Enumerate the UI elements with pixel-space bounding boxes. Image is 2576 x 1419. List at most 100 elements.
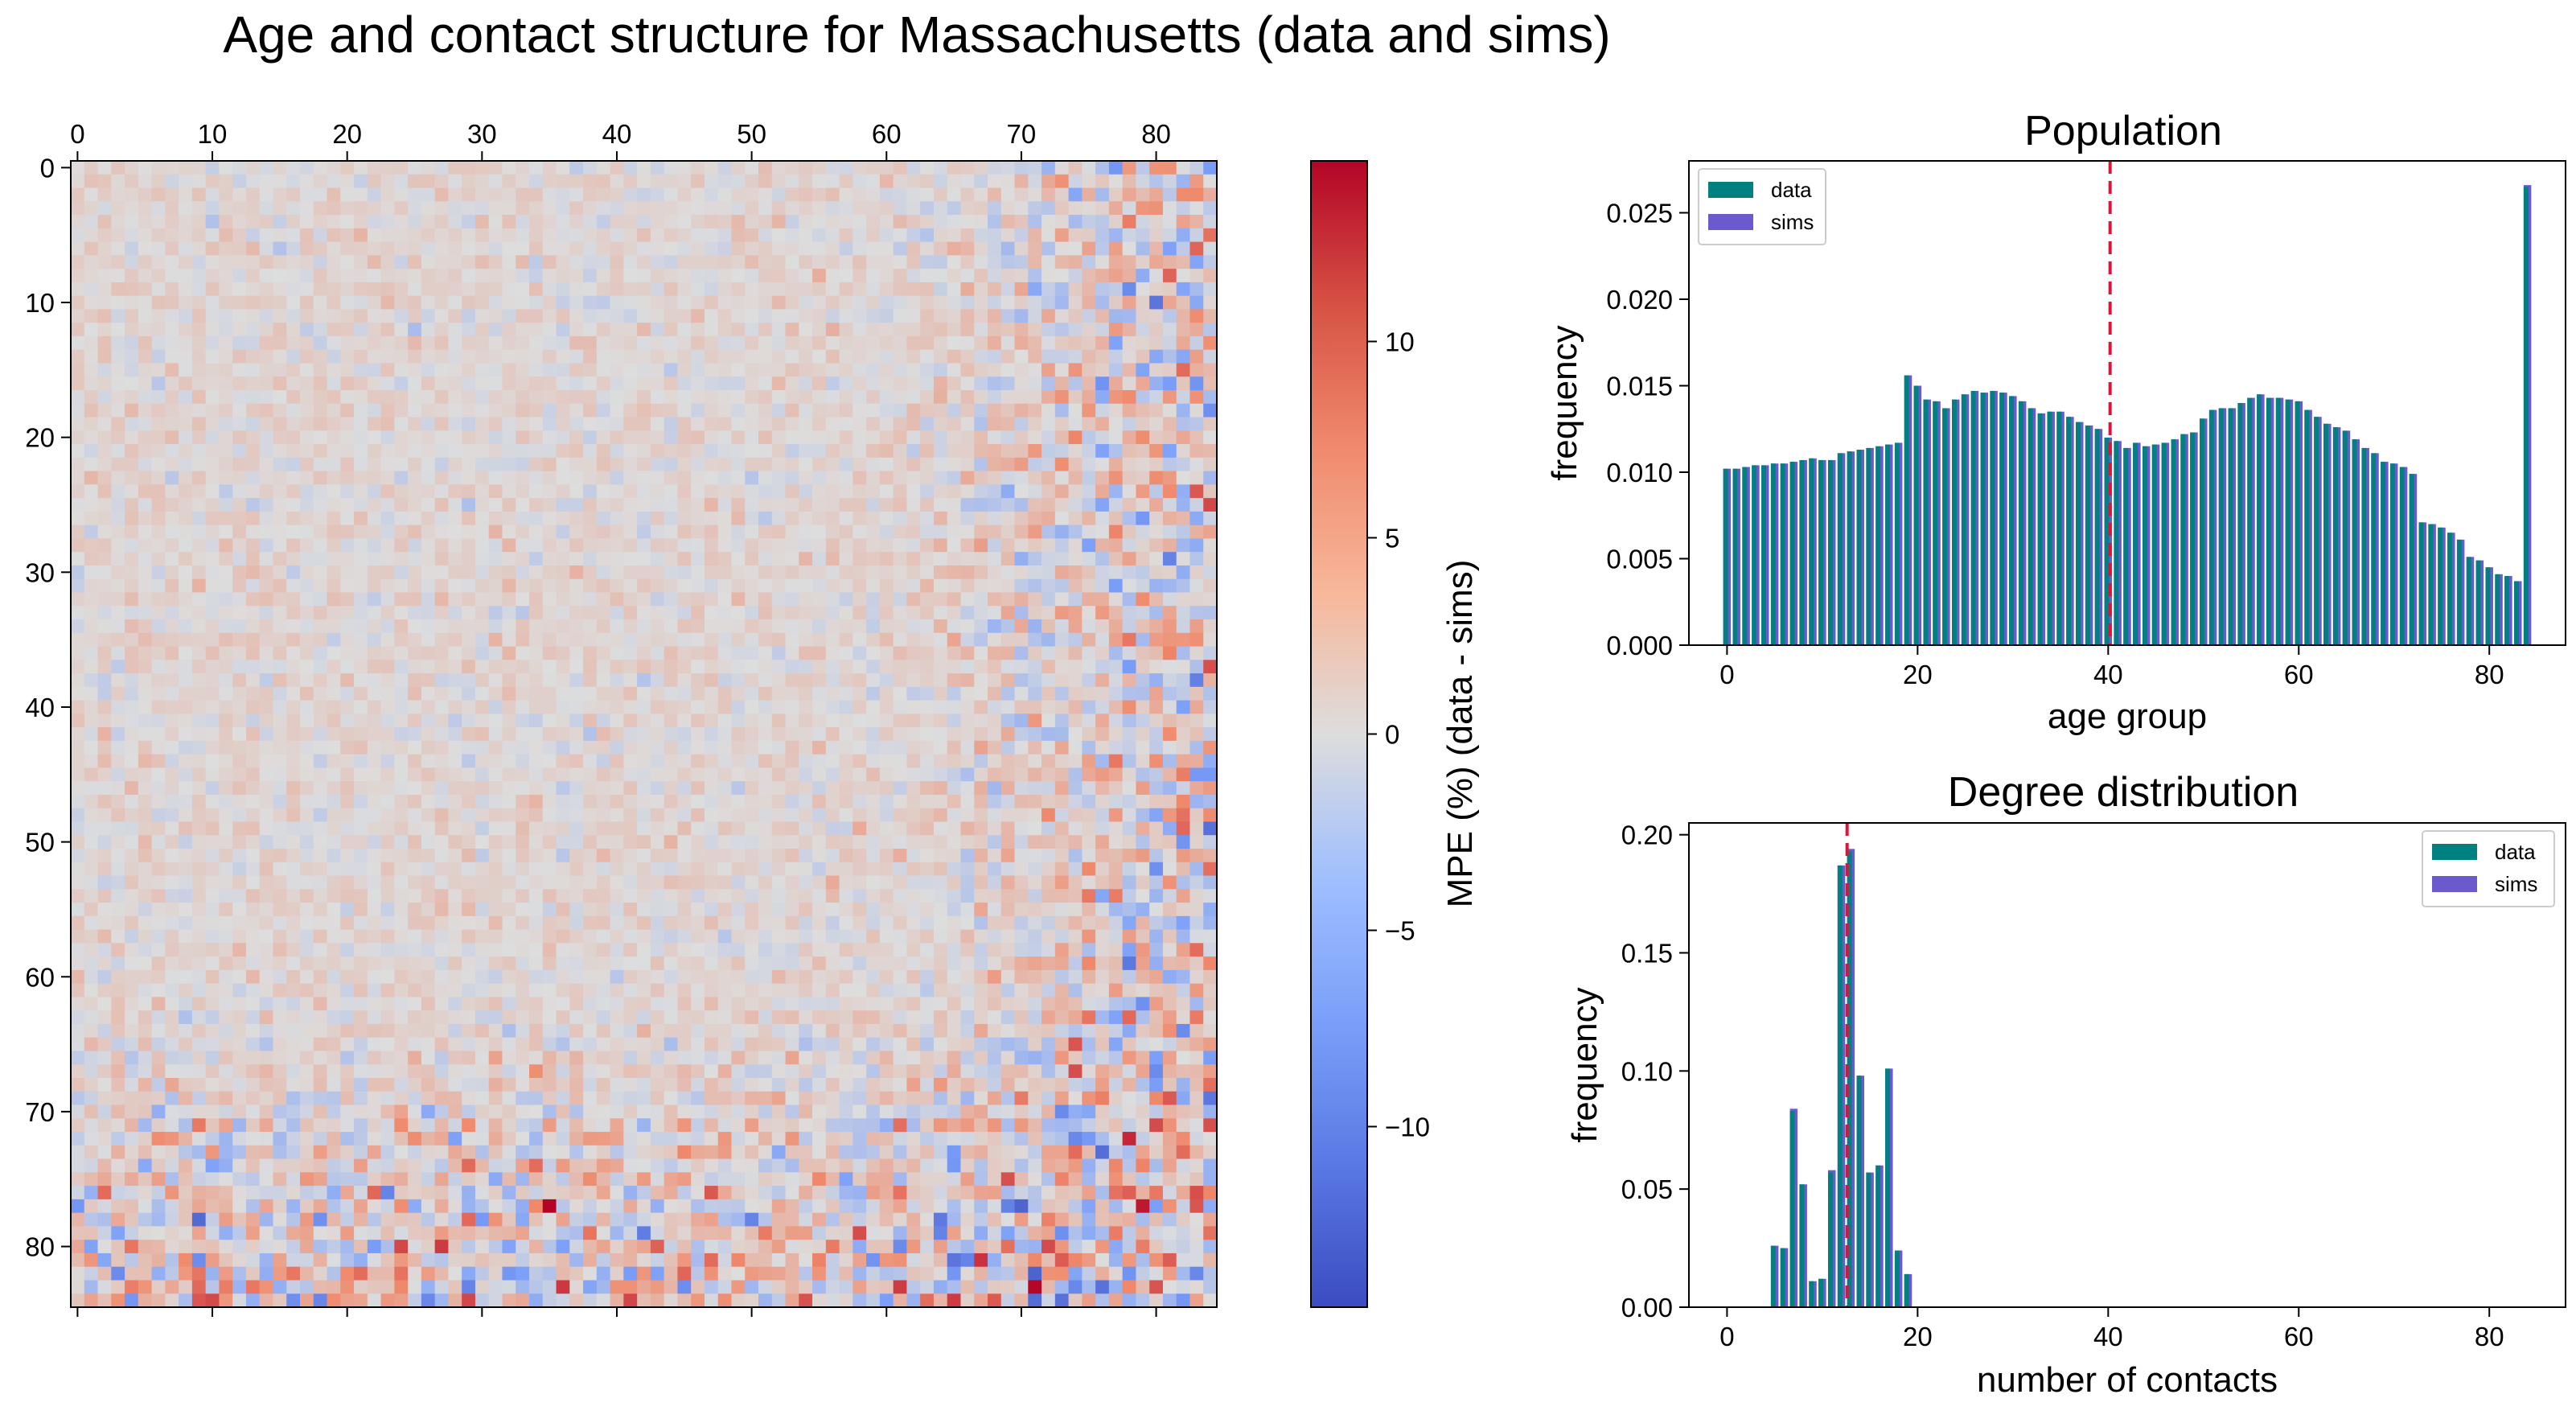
heatmap-cell xyxy=(259,686,274,701)
heatmap-cell xyxy=(273,161,287,175)
heatmap-cell xyxy=(758,835,773,849)
heatmap-cell xyxy=(1189,376,1204,391)
heatmap-cell xyxy=(408,335,422,351)
heatmap-cell xyxy=(1014,754,1029,769)
heatmap-cell xyxy=(771,714,787,728)
heatmap-cell xyxy=(367,821,382,836)
heatmap-cell xyxy=(219,323,233,337)
heatmap-cell xyxy=(191,417,207,431)
heatmap-cell xyxy=(596,632,611,648)
heatmap-cell xyxy=(1082,781,1096,796)
heatmap-cell xyxy=(475,714,490,728)
heatmap-cell xyxy=(1203,565,1218,580)
heatmap-cell xyxy=(529,295,544,311)
heatmap-cell xyxy=(1082,714,1096,728)
heatmap-cell xyxy=(1162,215,1177,229)
heatmap-cell xyxy=(205,228,220,243)
heatmap-cell xyxy=(165,875,179,890)
heatmap-cell xyxy=(191,174,207,189)
heatmap-cell xyxy=(448,606,462,620)
heatmap-cell xyxy=(1028,578,1042,594)
heatmap-cell xyxy=(529,498,544,512)
heatmap-cell xyxy=(97,619,112,634)
heatmap-cell xyxy=(677,187,692,202)
heatmap-cell xyxy=(367,686,382,701)
heatmap-cell xyxy=(1136,524,1150,540)
heatmap-cell xyxy=(462,187,476,202)
heatmap-cell xyxy=(974,201,988,216)
heatmap-cell xyxy=(1122,849,1137,863)
heatmap-cell xyxy=(974,862,988,877)
heatmap-cell xyxy=(245,781,261,796)
heatmap-cell xyxy=(623,376,638,391)
heatmap-cell xyxy=(960,700,975,714)
heatmap-cell xyxy=(556,295,570,311)
heatmap-cell xyxy=(1108,835,1124,849)
heatmap-cell xyxy=(542,686,557,701)
heatmap-cell xyxy=(300,727,314,742)
heatmap-cell xyxy=(569,686,584,701)
heatmap-cell xyxy=(691,228,705,243)
heatmap-cell xyxy=(1149,269,1164,283)
heatmap-cell xyxy=(758,862,773,877)
heatmap-cell xyxy=(84,430,99,445)
heatmap-cell xyxy=(313,727,328,742)
heatmap-cell xyxy=(1203,821,1218,836)
heatmap-cell xyxy=(839,484,853,499)
heatmap-cell xyxy=(313,430,328,445)
heatmap-cell xyxy=(151,457,166,472)
heatmap-cell xyxy=(677,201,692,216)
heatmap-cell xyxy=(327,309,341,323)
heatmap-cell xyxy=(219,471,233,485)
heatmap-cell xyxy=(596,457,611,472)
heatmap-cell xyxy=(785,889,799,903)
heatmap-cell xyxy=(1149,754,1164,769)
heatmap-cell xyxy=(569,714,584,728)
heatmap-cell xyxy=(893,727,908,742)
heatmap-cell xyxy=(394,862,409,877)
heatmap-cell xyxy=(273,565,287,580)
heatmap-cell xyxy=(1000,646,1016,660)
heatmap-cell xyxy=(138,835,153,849)
heatmap-cell xyxy=(677,849,692,863)
heatmap-cell xyxy=(1054,323,1070,337)
heatmap-cell xyxy=(596,187,611,202)
heatmap-cell xyxy=(906,430,921,445)
heatmap-cell xyxy=(151,606,166,620)
heatmap-cell xyxy=(97,417,112,431)
heatmap-cell xyxy=(637,943,651,957)
heatmap-cell xyxy=(125,943,139,957)
heatmap-cell xyxy=(219,363,233,377)
heatmap-cell xyxy=(273,849,287,863)
heatmap-cell xyxy=(1149,335,1164,351)
heatmap-cell xyxy=(219,390,233,405)
heatmap-cell xyxy=(1149,686,1164,701)
heatmap-cell xyxy=(1095,686,1110,701)
heatmap-cell xyxy=(650,349,665,364)
heatmap-cell xyxy=(367,444,382,459)
heatmap-cell xyxy=(367,903,382,917)
heatmap-cell xyxy=(677,781,692,796)
heatmap-cell xyxy=(1041,835,1056,849)
heatmap-cell xyxy=(1189,915,1204,931)
heatmap-cell xyxy=(542,673,557,688)
heatmap-cell xyxy=(825,511,840,526)
heatmap-cell xyxy=(286,524,301,540)
heatmap-cell xyxy=(1041,295,1056,311)
heatmap-cell xyxy=(179,417,193,431)
heatmap-cell xyxy=(313,457,328,472)
heatmap-cell xyxy=(664,673,679,688)
heatmap-cell xyxy=(219,349,233,364)
heatmap-cell xyxy=(462,606,476,620)
heatmap-cell xyxy=(691,282,705,297)
heatmap-cell xyxy=(205,578,220,594)
heatmap-cell xyxy=(462,673,476,688)
heatmap-cell xyxy=(1068,686,1083,701)
heatmap-cell xyxy=(825,215,840,229)
heatmap-cell xyxy=(502,849,516,863)
heatmap-cell xyxy=(179,161,193,175)
heatmap-cell xyxy=(853,430,867,445)
heatmap-cell xyxy=(475,390,490,405)
heatmap-cell xyxy=(111,849,125,863)
heatmap-cell xyxy=(906,349,921,364)
